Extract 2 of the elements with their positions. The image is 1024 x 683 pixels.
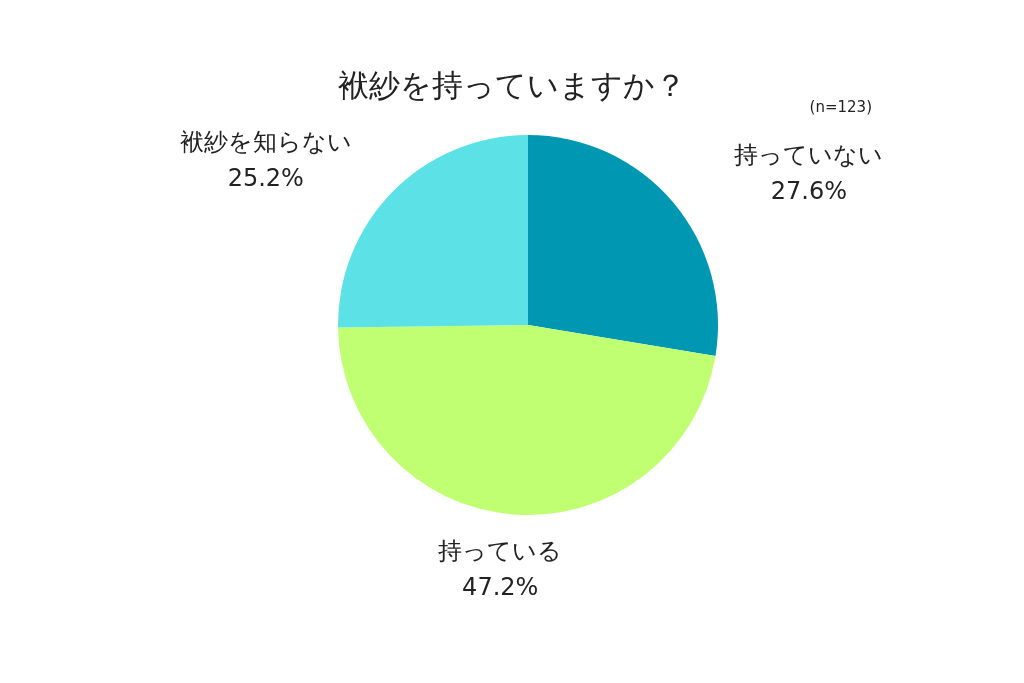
annotation: (n=123) (809, 98, 872, 116)
title: 袱紗を持っていますか？ (338, 67, 686, 103)
